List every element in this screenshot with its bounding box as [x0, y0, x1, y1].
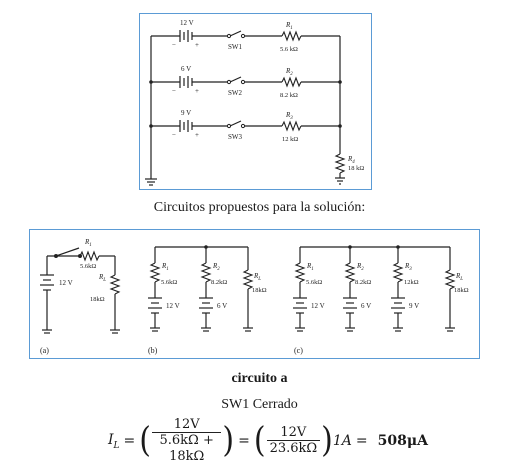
circuit-c: R1 5.6kΩ R2 8.2kΩ R3 12kΩ RL 18kΩ 12 V 6… — [293, 245, 469, 355]
circuit-b-source-2: 6 V — [217, 302, 227, 310]
branch-1-switch: SW1 — [228, 43, 243, 51]
circuit-c-r3-value: 12kΩ — [404, 279, 419, 286]
circuit-c-source-2: 6 V — [361, 302, 371, 310]
fraction-1-numerator: 12V — [151, 417, 222, 433]
formula-factor: 1A — [332, 433, 352, 449]
top-circuit-figure: 12 V − + SW1 R1 5.6 kΩ 6 V − + SW2 R2 8.… — [139, 13, 372, 190]
fraction-1-denominator: 5.6kΩ + 18kΩ — [159, 433, 214, 464]
circuit-c-r2: R2 — [356, 262, 364, 272]
branch-1: 12 V − + SW1 R1 5.6 kΩ — [151, 19, 340, 53]
circuit-b: R1 5.6kΩ R2 8.2kΩ RL 18kΩ 12 V 6 V (b) — [148, 245, 267, 355]
circuit-b-r1: R1 — [161, 262, 169, 272]
circuit-c-rl-value: 18kΩ — [454, 287, 469, 294]
formula-result: 508μA — [377, 433, 428, 449]
branch-2-plus: + — [195, 87, 199, 95]
formula-equals-1: = — [123, 433, 136, 449]
circuit-c-r1-value: 5.6kΩ — [306, 279, 322, 286]
formula-equals-2: = — [238, 433, 250, 449]
formula-lhs: IL — [108, 431, 120, 451]
branch-2-voltage: 6 V — [181, 65, 191, 73]
branch-3-minus: − — [172, 131, 176, 139]
fraction-2-numerator: 12V — [266, 425, 321, 441]
circuit-a-label: (a) — [40, 346, 49, 355]
circuit-c-r3: R3 — [404, 262, 412, 272]
circuit-b-label: (b) — [148, 346, 158, 355]
load-resistor: R4 18 kΩ — [334, 153, 364, 185]
branch-2-minus: − — [172, 87, 176, 95]
ground-symbol — [145, 178, 157, 186]
branch-1-minus: − — [172, 41, 176, 49]
circuit-a-rl-value: 18kΩ — [90, 296, 105, 303]
branch-3-resistance: 12 kΩ — [282, 136, 298, 143]
circuit-c-r1: R1 — [306, 262, 314, 272]
branch-2-resistor: R2 — [285, 67, 293, 77]
branch-1-voltage: 12 V — [180, 19, 194, 27]
formula-fraction-2: 12V 23.6kΩ — [266, 425, 321, 457]
formula-equals-3: = — [355, 433, 368, 449]
branch-3: 9 V − + SW3 R3 12 kΩ — [149, 109, 342, 143]
branch-2: 6 V − + SW2 R2 8.2 kΩ — [149, 65, 342, 99]
proposed-circuits-figure: R1 5.6kΩ RL 18kΩ 12 V (a) R1 5.6kΩ R2 8.… — [29, 229, 480, 359]
load-resistor-label: R4 — [347, 155, 355, 165]
circuit-c-label: (c) — [294, 346, 303, 355]
circuit-b-r1-value: 5.6kΩ — [161, 279, 177, 286]
branch-3-resistor: R3 — [285, 111, 293, 121]
branch-1-plus: + — [195, 41, 199, 49]
circuit-c-rl: RL — [455, 272, 463, 282]
branch-1-resistor: R1 — [285, 21, 293, 31]
branch-2-switch: SW2 — [228, 89, 243, 97]
current-formula: IL = ( 12V 5.6kΩ + 18kΩ ) = ( 12V 23.6kΩ… — [108, 417, 428, 464]
circuit-c-r2-value: 8.2kΩ — [355, 279, 371, 286]
proposed-circuits-diagram: R1 5.6kΩ RL 18kΩ 12 V (a) R1 5.6kΩ R2 8.… — [40, 238, 469, 355]
top-circuit-diagram: 12 V − + SW1 R1 5.6 kΩ 6 V − + SW2 R2 8.… — [145, 19, 364, 186]
circuit-a-r1-value: 5.6kΩ — [80, 263, 96, 270]
circuit-a-r1: R1 — [84, 238, 92, 248]
circuit-a-rl: RL — [98, 273, 106, 283]
circuit-b-r2: R2 — [212, 262, 220, 272]
circuit-b-rl-value: 18kΩ — [252, 287, 267, 294]
circuit-c-source-1: 12 V — [311, 302, 325, 310]
circuit-a-heading: circuito a — [231, 371, 288, 386]
branch-3-voltage: 9 V — [181, 109, 191, 117]
load-resistor-value: 18 kΩ — [348, 165, 364, 172]
proposed-circuits-caption: Circuitos propuestos para la solución: — [153, 200, 366, 215]
switch-state-text: SW1 Cerrado — [221, 397, 298, 412]
branch-2-resistance: 8.2 kΩ — [280, 92, 298, 99]
circuit-b-rl: RL — [253, 272, 261, 282]
branch-3-switch: SW3 — [228, 133, 243, 141]
circuit-b-r2-value: 8.2kΩ — [211, 279, 227, 286]
circuit-a-source: 12 V — [59, 279, 73, 287]
branch-1-resistance: 5.6 kΩ — [280, 46, 298, 53]
circuit-b-source-1: 12 V — [166, 302, 180, 310]
branch-3-plus: + — [195, 131, 199, 139]
circuit-c-source-3: 9 V — [409, 302, 419, 310]
fraction-2-denominator: 23.6kΩ — [269, 441, 318, 456]
circuit-a: R1 5.6kΩ RL 18kΩ 12 V (a) — [40, 238, 121, 355]
formula-fraction-1: 12V 5.6kΩ + 18kΩ — [151, 417, 222, 465]
